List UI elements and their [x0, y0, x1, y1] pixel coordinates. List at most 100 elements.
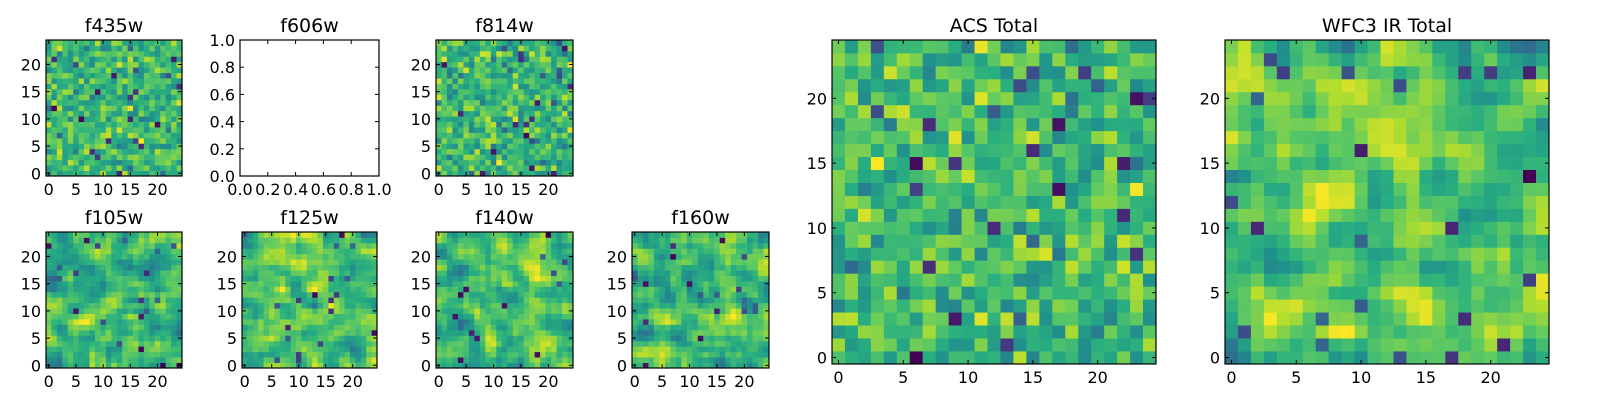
- heatmap-cell: [105, 329, 112, 336]
- heatmap-cell: [122, 346, 128, 353]
- heatmap-cell: [160, 297, 167, 304]
- heatmap-cell: [138, 121, 145, 128]
- heatmap-cell: [339, 275, 345, 282]
- heatmap-cell: [562, 319, 568, 325]
- heatmap-cell: [632, 237, 638, 244]
- heatmap-cell: [697, 297, 704, 304]
- heatmap-cell: [752, 280, 759, 287]
- heatmap-cell: [961, 156, 975, 170]
- heatmap-cell: [708, 357, 715, 363]
- heatmap-cell: [122, 259, 128, 266]
- heatmap-cell: [1510, 299, 1524, 313]
- heatmap-cell: [642, 302, 649, 309]
- heatmap-cell: [562, 127, 568, 133]
- heatmap-cell: [441, 313, 448, 320]
- heatmap-cell: [562, 357, 568, 363]
- heatmap-cell: [1302, 299, 1317, 313]
- heatmap-cell: [436, 67, 442, 74]
- heatmap-cell: [1237, 286, 1252, 300]
- heatmap-cell: [67, 132, 74, 139]
- heatmap-cell: [285, 237, 291, 244]
- heatmap-cell: [78, 302, 85, 309]
- heatmap-cell: [366, 308, 372, 314]
- heatmap-cell: [490, 165, 497, 171]
- heatmap-cell: [1536, 208, 1550, 222]
- heatmap-cell: [922, 299, 937, 313]
- heatmap-cell: [452, 165, 459, 171]
- heatmap-cell: [974, 247, 988, 261]
- heatmap-cell: [567, 56, 574, 63]
- heatmap-cell: [339, 242, 345, 249]
- heatmap-cell: [171, 242, 177, 249]
- heatmap-cell: [540, 280, 546, 287]
- heatmap-cell: [474, 264, 481, 271]
- heatmap-cell: [468, 159, 475, 166]
- heatmap-cell: [1026, 221, 1040, 235]
- heatmap-cell: [556, 72, 563, 79]
- heatmap-cell: [306, 335, 313, 342]
- heatmap-cell: [1013, 247, 1027, 261]
- heatmap-cell: [274, 253, 281, 260]
- heatmap-cell: [160, 88, 167, 95]
- heatmap-cell: [1393, 338, 1407, 352]
- heatmap-cell: [446, 237, 453, 244]
- heatmap-cell: [725, 319, 732, 325]
- heatmap-cell: [1052, 273, 1066, 287]
- heatmap-cell: [518, 291, 525, 298]
- heatmap-cell: [844, 312, 859, 326]
- heatmap-cell: [736, 319, 742, 325]
- heatmap-cell: [339, 346, 345, 353]
- heatmap-cell: [143, 165, 150, 171]
- heatmap-cell: [523, 165, 530, 171]
- heatmap-cell: [463, 346, 470, 353]
- heatmap-cell: [496, 99, 503, 106]
- heatmap-cell: [344, 232, 351, 238]
- heatmap-cell: [1013, 234, 1027, 248]
- heatmap-cell: [534, 340, 541, 347]
- heatmap-cell: [323, 275, 329, 282]
- heatmap-cell: [747, 286, 753, 293]
- heatmap-cell: [360, 286, 367, 293]
- heatmap-cell: [263, 259, 270, 266]
- heatmap-cell: [1117, 325, 1131, 339]
- heatmap-cell: [1225, 273, 1239, 287]
- heatmap-cell: [333, 346, 340, 353]
- heatmap-cell: [948, 325, 962, 339]
- heatmap-cell: [725, 253, 732, 260]
- heatmap-cell: [366, 346, 372, 353]
- y-tick-label: 20: [21, 247, 41, 266]
- heatmap-cell: [883, 182, 898, 196]
- heatmap-cell: [474, 45, 481, 52]
- heatmap-cell: [56, 148, 63, 155]
- heatmap-cell: [89, 94, 96, 101]
- heatmap-cell: [263, 362, 270, 369]
- heatmap-cell: [452, 116, 459, 122]
- heatmap-cell: [545, 248, 552, 255]
- heatmap-cell: [138, 286, 145, 293]
- heatmap-cell: [567, 148, 574, 155]
- heatmap-cell: [961, 91, 975, 106]
- heatmap-cell: [664, 286, 671, 293]
- heatmap-cell: [84, 45, 90, 52]
- heatmap-cell: [485, 137, 492, 144]
- heatmap-cell: [100, 357, 107, 363]
- heatmap-cell: [752, 319, 759, 325]
- heatmap-cell: [247, 308, 254, 314]
- heatmap-cell: [143, 83, 150, 90]
- y-tick-label: 0: [817, 349, 827, 368]
- heatmap-cell: [518, 357, 525, 363]
- heatmap-cell: [534, 275, 541, 282]
- heatmap-cell: [523, 105, 530, 112]
- heatmap-cell: [496, 270, 503, 276]
- heatmap-cell: [51, 237, 58, 244]
- heatmap-cell: [675, 264, 682, 271]
- heatmap-cell: [501, 170, 508, 177]
- heatmap-cell: [306, 324, 313, 331]
- heatmap-cell: [1143, 286, 1157, 300]
- heatmap-cell: [896, 169, 911, 183]
- heatmap-cell: [171, 88, 177, 95]
- heatmap-cell: [149, 308, 156, 314]
- heatmap-cell: [747, 329, 753, 336]
- heatmap-cell: [883, 78, 898, 93]
- heatmap-cell: [763, 340, 770, 347]
